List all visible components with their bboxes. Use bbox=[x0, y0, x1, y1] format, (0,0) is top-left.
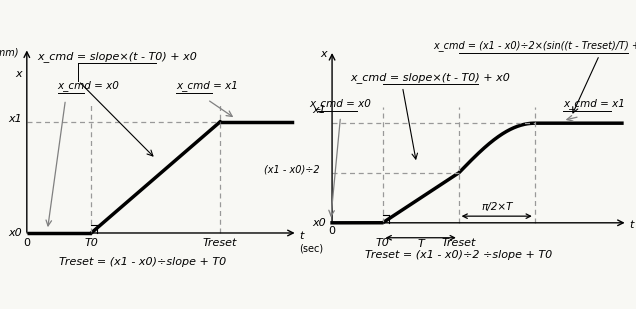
Text: T: T bbox=[417, 239, 424, 249]
Text: (mm): (mm) bbox=[0, 47, 19, 57]
Text: π/2×T: π/2×T bbox=[481, 202, 513, 212]
Text: 0: 0 bbox=[24, 238, 31, 248]
Text: t: t bbox=[299, 231, 303, 240]
Text: x0: x0 bbox=[313, 218, 326, 228]
Text: (sec): (sec) bbox=[299, 243, 323, 253]
Text: x_cmd = x1: x_cmd = x1 bbox=[176, 80, 238, 91]
Text: x1: x1 bbox=[8, 114, 22, 124]
Text: x1: x1 bbox=[313, 105, 326, 115]
Text: x_cmd = (x1 - x0)÷2×(sin((t - Treset)/T) + 1): x_cmd = (x1 - x0)÷2×(sin((t - Treset)/T)… bbox=[433, 40, 636, 51]
Text: x: x bbox=[15, 69, 22, 79]
Text: Treset: Treset bbox=[441, 238, 476, 248]
Text: x0: x0 bbox=[8, 228, 22, 238]
Text: Treset = (x1 - x0)÷2 ÷slope + T0: Treset = (x1 - x0)÷2 ÷slope + T0 bbox=[365, 250, 552, 260]
Text: Treset = (x1 - x0)÷slope + T0: Treset = (x1 - x0)÷slope + T0 bbox=[59, 256, 226, 266]
Text: x: x bbox=[320, 49, 326, 59]
Text: x_cmd = x1: x_cmd = x1 bbox=[563, 99, 625, 109]
Text: (x1 - x0)÷2: (x1 - x0)÷2 bbox=[264, 165, 319, 175]
Text: T0: T0 bbox=[376, 238, 390, 248]
Text: t: t bbox=[629, 220, 633, 230]
Text: x_cmd = x0: x_cmd = x0 bbox=[310, 99, 371, 109]
Text: x_cmd = slope×(t - T0) + x0: x_cmd = slope×(t - T0) + x0 bbox=[37, 51, 197, 61]
Text: x_cmd = x0: x_cmd = x0 bbox=[58, 80, 120, 91]
Text: Treset: Treset bbox=[203, 238, 237, 248]
Text: T0: T0 bbox=[85, 238, 98, 248]
Text: 0: 0 bbox=[329, 226, 336, 236]
Text: x_cmd = slope×(t - T0) + x0: x_cmd = slope×(t - T0) + x0 bbox=[350, 72, 511, 83]
